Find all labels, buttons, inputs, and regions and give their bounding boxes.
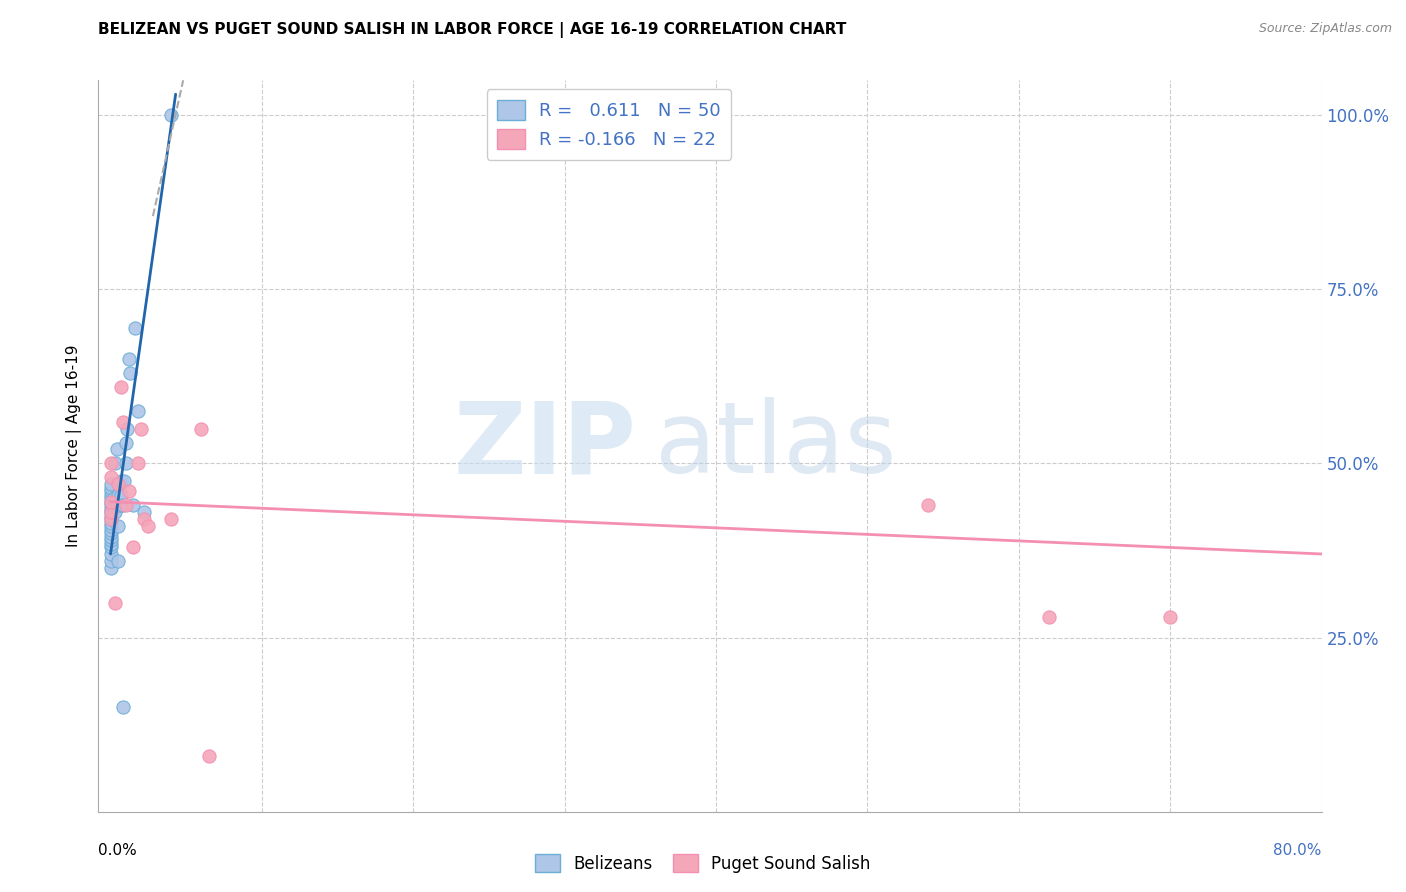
Point — [100, 536, 122, 550]
Point — [111, 415, 134, 429]
Point — [103, 491, 125, 506]
Point — [124, 320, 146, 334]
Point — [132, 512, 155, 526]
Point — [100, 540, 122, 554]
Point — [100, 554, 122, 568]
Point — [114, 435, 136, 450]
Point — [111, 498, 134, 512]
Point — [138, 519, 160, 533]
Point — [112, 474, 135, 488]
Point — [100, 530, 122, 544]
Point — [100, 491, 122, 506]
Point — [100, 533, 122, 547]
Legend: R =   0.611   N = 50, R = -0.166   N = 22: R = 0.611 N = 50, R = -0.166 N = 22 — [486, 89, 731, 160]
Point — [100, 494, 122, 508]
Point — [110, 380, 132, 394]
Text: ZIP: ZIP — [454, 398, 637, 494]
Point — [129, 421, 152, 435]
Point — [100, 512, 122, 526]
Point — [1038, 609, 1060, 624]
Point — [100, 484, 122, 499]
Point — [122, 498, 145, 512]
Point — [100, 457, 122, 471]
Point — [917, 498, 939, 512]
Point — [118, 484, 141, 499]
Point — [105, 498, 128, 512]
Point — [100, 508, 122, 523]
Point — [190, 421, 212, 435]
Point — [100, 505, 122, 519]
Point — [107, 488, 129, 502]
Point — [127, 404, 149, 418]
Point — [107, 477, 129, 491]
Point — [115, 421, 138, 435]
Text: atlas: atlas — [655, 398, 897, 494]
Point — [100, 523, 122, 537]
Point — [118, 351, 141, 366]
Point — [114, 498, 136, 512]
Point — [110, 498, 132, 512]
Point — [100, 481, 122, 495]
Point — [100, 526, 122, 541]
Point — [100, 498, 122, 512]
Text: Source: ZipAtlas.com: Source: ZipAtlas.com — [1258, 22, 1392, 36]
Legend: Belizeans, Puget Sound Salish: Belizeans, Puget Sound Salish — [529, 847, 877, 880]
Point — [110, 488, 132, 502]
Point — [127, 457, 149, 471]
Point — [100, 505, 122, 519]
Point — [107, 554, 129, 568]
Point — [108, 477, 131, 491]
Point — [107, 519, 129, 533]
Point — [100, 547, 122, 561]
Point — [100, 516, 122, 530]
Point — [108, 498, 131, 512]
Text: BELIZEAN VS PUGET SOUND SALISH IN LABOR FORCE | AGE 16-19 CORRELATION CHART: BELIZEAN VS PUGET SOUND SALISH IN LABOR … — [98, 22, 846, 38]
Point — [198, 749, 221, 764]
Point — [100, 501, 122, 516]
Point — [100, 561, 122, 575]
Text: 0.0%: 0.0% — [98, 843, 138, 858]
Text: 80.0%: 80.0% — [1274, 843, 1322, 858]
Y-axis label: In Labor Force | Age 16-19: In Labor Force | Age 16-19 — [66, 344, 83, 548]
Point — [100, 512, 122, 526]
Point — [104, 505, 127, 519]
Point — [111, 700, 134, 714]
Point — [100, 488, 122, 502]
Point — [103, 505, 125, 519]
Point — [104, 494, 127, 508]
Point — [160, 512, 183, 526]
Point — [100, 470, 122, 484]
Point — [1159, 609, 1181, 624]
Point — [104, 596, 127, 610]
Point — [110, 474, 132, 488]
Point — [105, 442, 128, 457]
Point — [104, 457, 127, 471]
Point — [160, 108, 183, 122]
Point — [120, 366, 142, 380]
Point — [132, 505, 155, 519]
Point — [122, 540, 145, 554]
Point — [100, 519, 122, 533]
Point — [100, 477, 122, 491]
Point — [114, 457, 136, 471]
Point — [100, 494, 122, 508]
